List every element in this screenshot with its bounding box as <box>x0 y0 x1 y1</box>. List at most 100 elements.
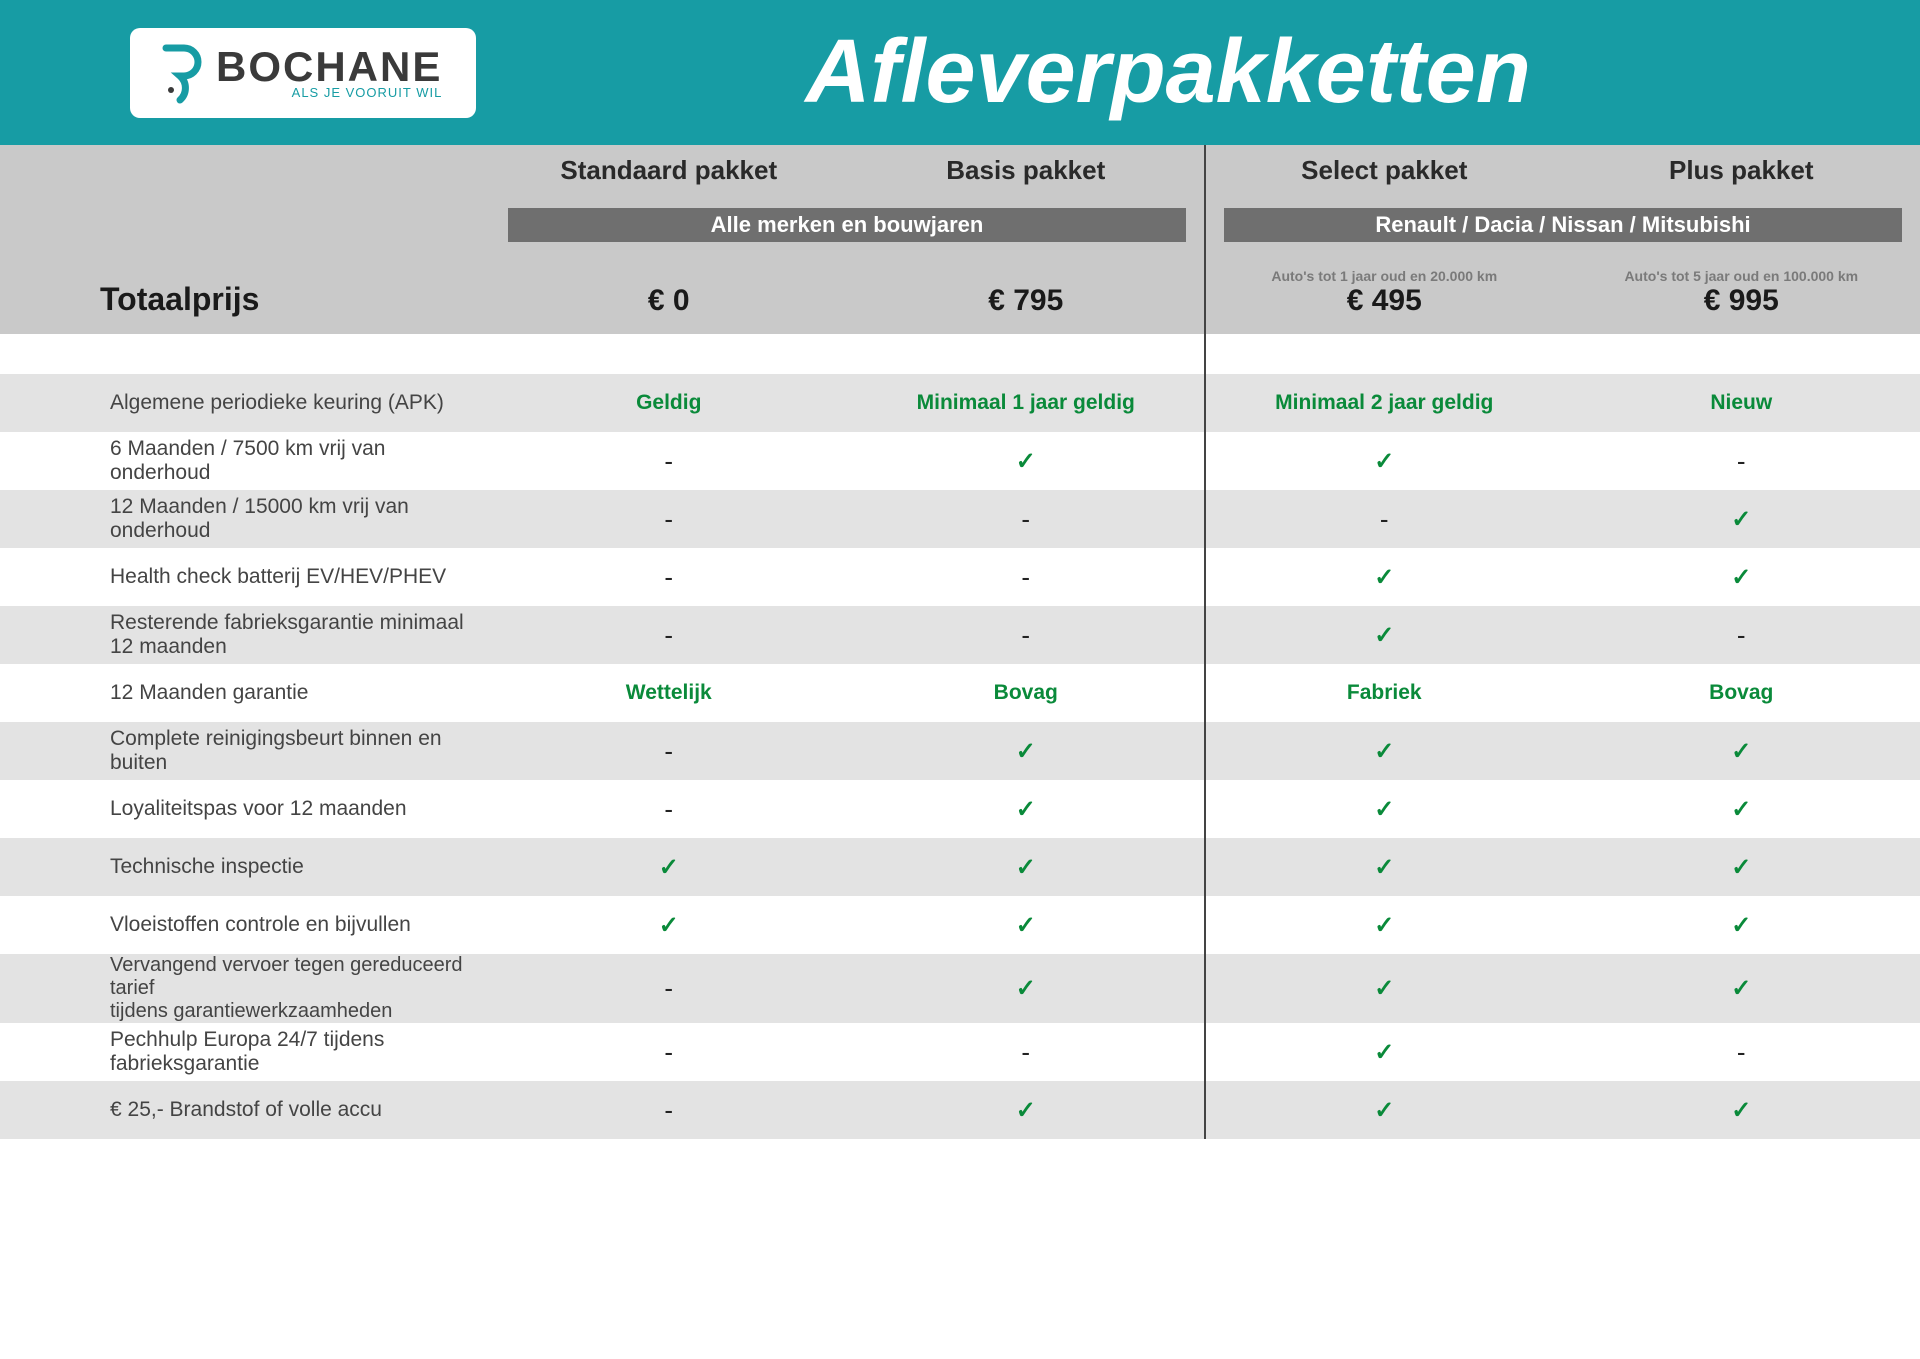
check-icon: ✓ <box>1016 1097 1036 1124</box>
dash-icon: - <box>1021 504 1030 534</box>
feature-label: Complete reinigingsbeurt binnen en buite… <box>0 722 490 780</box>
feature-cell: - <box>1563 1023 1920 1081</box>
check-icon: ✓ <box>1731 796 1751 823</box>
dash-icon: - <box>664 794 673 824</box>
table-row: Algemene periodieke keuring (APK)Geldig M… <box>0 374 1920 432</box>
plan-header: Select pakket <box>1205 145 1563 202</box>
dash-icon: - <box>1021 620 1030 650</box>
feature-cell: ✓ <box>1205 432 1563 490</box>
feature-cell: ✓ <box>1205 838 1563 896</box>
check-icon: ✓ <box>1731 506 1751 533</box>
dash-icon: - <box>1021 1037 1030 1067</box>
feature-cell: - <box>490 1081 848 1139</box>
header-banner: BOCHANE ALS JE VOORUIT WIL Afleverpakket… <box>0 0 1920 145</box>
check-icon: ✓ <box>1016 854 1036 881</box>
plan-price: € 0 <box>500 284 838 318</box>
feature-label: 12 Maanden garantie <box>0 664 490 722</box>
feature-label: Vervangend vervoer tegen gereduceerd tar… <box>0 954 490 1023</box>
feature-cell: ✓ <box>1563 1081 1920 1139</box>
plan-group: Renault / Dacia / Nissan / Mitsubishi <box>1205 202 1920 258</box>
feature-cell: ✓ <box>1563 548 1920 606</box>
check-icon: ✓ <box>1374 622 1394 649</box>
check-icon: ✓ <box>1374 564 1394 591</box>
table-row: Complete reinigingsbeurt binnen en buite… <box>0 722 1920 780</box>
plan-subtext: Auto's tot 1 jaar oud en 20.000 km <box>1216 268 1553 284</box>
brand-logo: BOCHANE ALS JE VOORUIT WIL <box>130 28 476 118</box>
feature-label: Loyaliteitspas voor 12 maanden <box>0 780 490 838</box>
plan-header: Basis pakket <box>848 145 1206 202</box>
feature-cell: ✓ <box>1205 548 1563 606</box>
feature-cell: ✓ <box>1205 1081 1563 1139</box>
packages-table: Totaalprijs Standaard pakket Basis pakket S… <box>0 145 1920 1139</box>
feature-cell: ✓ <box>1205 780 1563 838</box>
plan-price: € 495 <box>1216 284 1553 318</box>
plan-group-label: Renault / Dacia / Nissan / Mitsubishi <box>1224 208 1902 242</box>
feature-value: Minimaal 1 jaar geldig <box>917 391 1135 414</box>
feature-cell: - <box>490 548 848 606</box>
feature-cell: ✓ <box>848 780 1206 838</box>
feature-cell: ✓ <box>1563 490 1920 548</box>
plan-price-cell: € 795 <box>848 258 1206 334</box>
feature-cell: ✓ <box>848 722 1206 780</box>
feature-cell: Nieuw <box>1563 374 1920 432</box>
feature-cell: - <box>848 548 1206 606</box>
check-icon: ✓ <box>1731 1097 1751 1124</box>
dash-icon: - <box>664 562 673 592</box>
dash-icon: - <box>1737 620 1746 650</box>
feature-label: Algemene periodieke keuring (APK) <box>0 374 490 432</box>
feature-cell: ✓ <box>1205 954 1563 1023</box>
feature-label: Health check batterij EV/HEV/PHEV <box>0 548 490 606</box>
page-title: Afleverpakketten <box>536 21 1880 124</box>
feature-cell: ✓ <box>848 838 1206 896</box>
total-label-cell: Totaalprijs <box>0 145 490 334</box>
plan-subtext: Auto's tot 5 jaar oud en 100.000 km <box>1573 268 1911 284</box>
plan-name: Select pakket <box>1216 155 1553 186</box>
feature-cell: ✓ <box>848 1081 1206 1139</box>
feature-label: Resterende fabrieksgarantie minimaal 12 … <box>0 606 490 664</box>
plan-header: Plus pakket <box>1563 145 1920 202</box>
plan-name: Standaard pakket <box>500 155 838 186</box>
table-row: Technische inspectie✓✓✓✓ <box>0 838 1920 896</box>
feature-cell: ✓ <box>1205 1023 1563 1081</box>
feature-value: Nieuw <box>1710 391 1772 414</box>
plan-header: Standaard pakket <box>490 145 848 202</box>
feature-value: Bovag <box>1709 681 1773 704</box>
brand-name: BOCHANE <box>216 46 442 88</box>
check-icon: ✓ <box>1731 975 1751 1002</box>
check-icon: ✓ <box>1374 1097 1394 1124</box>
feature-label: 6 Maanden / 7500 km vrij van onderhoud <box>0 432 490 490</box>
feature-cell: Wettelijk <box>490 664 848 722</box>
feature-cell: ✓ <box>490 838 848 896</box>
feature-cell: - <box>490 722 848 780</box>
check-icon: ✓ <box>1374 1039 1394 1066</box>
feature-cell: - <box>848 606 1206 664</box>
feature-cell: ✓ <box>848 896 1206 954</box>
feature-cell: Geldig <box>490 374 848 432</box>
check-icon: ✓ <box>1374 975 1394 1002</box>
plan-group: Alle merken en bouwjaren <box>490 202 1205 258</box>
check-icon: ✓ <box>1731 912 1751 939</box>
plan-price-cell: € 0 <box>490 258 848 334</box>
feature-cell: - <box>490 954 848 1023</box>
dash-icon: - <box>664 620 673 650</box>
table-row: Vloeistoffen controle en bijvullen✓✓✓✓ <box>0 896 1920 954</box>
plan-name: Basis pakket <box>858 155 1195 186</box>
check-icon: ✓ <box>1016 912 1036 939</box>
dash-icon: - <box>1380 504 1389 534</box>
check-icon: ✓ <box>1016 448 1036 475</box>
dash-icon: - <box>664 973 673 1003</box>
table-row: 6 Maanden / 7500 km vrij van onderhoud - ✓… <box>0 432 1920 490</box>
feature-cell: ✓ <box>1563 838 1920 896</box>
dash-icon: - <box>664 446 673 476</box>
feature-cell: ✓ <box>1563 780 1920 838</box>
feature-value: Fabriek <box>1347 681 1422 704</box>
check-icon: ✓ <box>1374 854 1394 881</box>
feature-cell: ✓ <box>1205 722 1563 780</box>
plan-price: € 995 <box>1573 284 1911 318</box>
dash-icon: - <box>664 1095 673 1125</box>
dash-icon: - <box>1021 562 1030 592</box>
feature-cell: Minimaal 2 jaar geldig <box>1205 374 1563 432</box>
brand-logo-text: BOCHANE ALS JE VOORUIT WIL <box>216 46 442 99</box>
feature-value: Minimaal 2 jaar geldig <box>1275 391 1493 414</box>
check-icon: ✓ <box>1016 796 1036 823</box>
